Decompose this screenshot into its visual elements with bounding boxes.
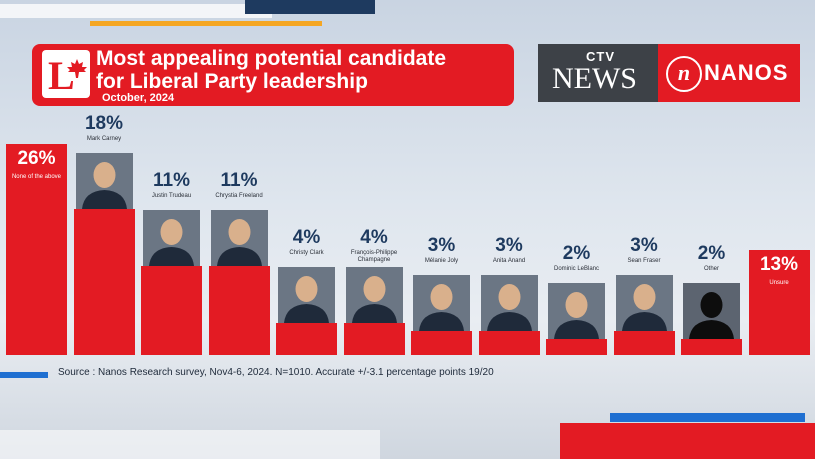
- bar-2: [73, 209, 135, 355]
- candidate-photo-11: [683, 282, 740, 339]
- maple-leaf-icon: [67, 59, 87, 78]
- bar-12: [748, 249, 810, 355]
- candidate-photo-6: [345, 266, 403, 323]
- candidate-photo-5: [278, 266, 335, 323]
- bar-3: [141, 265, 202, 355]
- bar-6: [343, 322, 405, 355]
- ctv-wordmark: CTV: [586, 49, 615, 64]
- category-label-9: Dominic LeBlanc: [553, 265, 600, 272]
- candidate-photo-3: [143, 209, 200, 266]
- data-label-3: 11%: [153, 169, 190, 191]
- top-orange-stripe: [90, 21, 322, 26]
- candidate-photo-8: [480, 274, 538, 331]
- data-label-8: 3%: [495, 234, 523, 256]
- data-label-12: 13%: [759, 253, 799, 275]
- page-title: Most appealing potential candidate for L…: [96, 47, 446, 93]
- data-label-9: 2%: [562, 242, 591, 264]
- top-white-stripe: [0, 4, 272, 18]
- liberal-logo: L: [42, 50, 90, 98]
- nanos-mark-icon: n: [666, 56, 702, 92]
- category-label-4: Chrystia Freeland: [215, 192, 263, 199]
- data-label-5: 4%: [292, 226, 321, 248]
- bar-4: [208, 265, 270, 355]
- data-label-10: 3%: [630, 234, 658, 256]
- title-banner: L Most appealing potential candidate for…: [32, 44, 514, 106]
- category-label-11: Other: [703, 265, 719, 272]
- title-date: October, 2024: [102, 92, 175, 104]
- nanos-wordmark: NANOS: [704, 60, 789, 85]
- source-note: Source : Nanos Research survey, Nov4-6, …: [58, 367, 494, 378]
- title-line-2: for Liberal Party leadership: [96, 70, 368, 93]
- news-wordmark: NEWS: [552, 62, 637, 95]
- candidate-photo-4: [210, 209, 268, 266]
- bar-7: [411, 330, 472, 355]
- ctv-news-logo: CTV NEWS: [538, 44, 658, 102]
- data-label-11: 2%: [697, 242, 726, 264]
- nanos-logo: n NANOS: [658, 44, 800, 102]
- bottom-blue-stripe-right: [610, 413, 805, 422]
- bottom-red-band: [560, 423, 815, 459]
- category-label-8: Anita Anand: [492, 257, 526, 264]
- bar-11: [681, 338, 742, 355]
- bar-8: [478, 330, 540, 355]
- data-label-6: 4%: [360, 226, 388, 248]
- category-label-12: Unsure: [769, 279, 789, 286]
- category-label-6: François-Philippe Champagne: [350, 249, 398, 263]
- bar-10: [613, 330, 675, 355]
- data-label-7: 3%: [427, 234, 456, 256]
- category-label-10: Sean Fraser: [627, 257, 661, 264]
- top-navy-stripe: [245, 0, 375, 14]
- bottom-white-band: [0, 430, 380, 459]
- candidate-photo-10: [615, 274, 673, 331]
- ctv-text: CTV: [586, 49, 615, 64]
- candidate-photo-2: [75, 153, 133, 210]
- data-label-1: 26%: [17, 148, 56, 170]
- bar-9: [546, 338, 607, 355]
- bar-1: [6, 144, 67, 355]
- bar-5: [276, 322, 337, 355]
- candidate-photo-7: [413, 274, 470, 331]
- data-label-2: 18%: [84, 113, 124, 135]
- data-label-4: 11%: [220, 169, 258, 191]
- category-label-7: Mélanie Joly: [424, 257, 459, 264]
- liberal-logo-letter: L: [48, 53, 75, 98]
- category-label-2: Mark Carney: [86, 136, 122, 143]
- candidate-photo-9: [548, 282, 605, 339]
- bottom-blue-stripe-left: [0, 372, 48, 378]
- category-label-1: None of the above: [11, 174, 62, 181]
- category-label-5: Christy Clark: [289, 249, 324, 256]
- title-line-1: Most appealing potential candidate: [96, 47, 447, 70]
- category-label-3: Justin Trudeau: [151, 192, 192, 199]
